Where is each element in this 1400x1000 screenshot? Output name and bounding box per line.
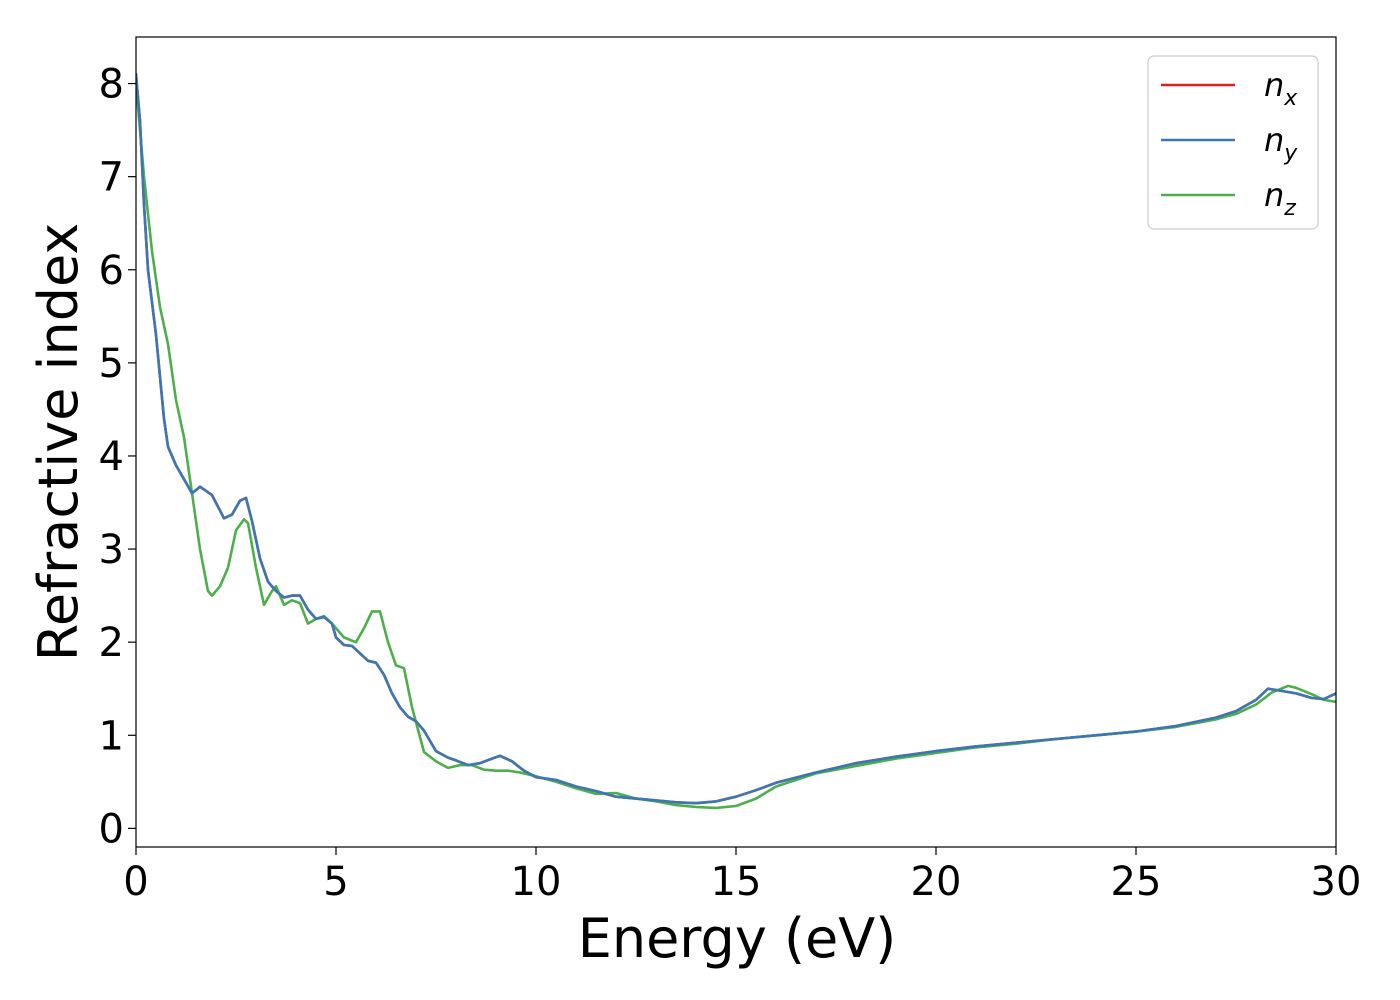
y-tick-label: 4 [99,434,124,480]
y-tick-label: 6 [99,248,124,294]
x-tick-label: 0 [123,859,148,905]
y-tick-label: 3 [99,527,124,573]
y-axis-ticks: 0 1 2 3 4 5 6 7 8 [99,62,136,852]
legend-label-n-z: nz [1264,176,1296,221]
legend: nx ny nz [1147,55,1319,230]
x-axis-title: Energy (eV) [578,907,897,970]
y-tick-label: 2 [99,620,124,666]
x-tick-label: 30 [1311,859,1362,905]
y-tick-label: 1 [99,713,124,759]
x-tick-label: 25 [1111,859,1162,905]
y-axis-title: Refractive index [27,223,90,662]
legend-box [1147,55,1319,230]
y-tick-label: 0 [99,806,124,852]
legend-label-n-y: ny [1264,121,1298,166]
y-tick-label: 8 [99,62,124,108]
x-tick-label: 20 [911,859,962,905]
series-line-n-y [136,72,1336,805]
x-axis-ticks: 0 5 10 15 20 25 30 [123,847,1361,905]
x-tick-label: 10 [511,859,562,905]
plot-lines [136,72,1336,810]
legend-label-n-x: nx [1264,66,1298,111]
x-tick-label: 15 [711,859,762,905]
y-tick-label: 7 [99,155,124,201]
y-tick-label: 5 [99,341,124,387]
x-tick-label: 5 [323,859,348,905]
